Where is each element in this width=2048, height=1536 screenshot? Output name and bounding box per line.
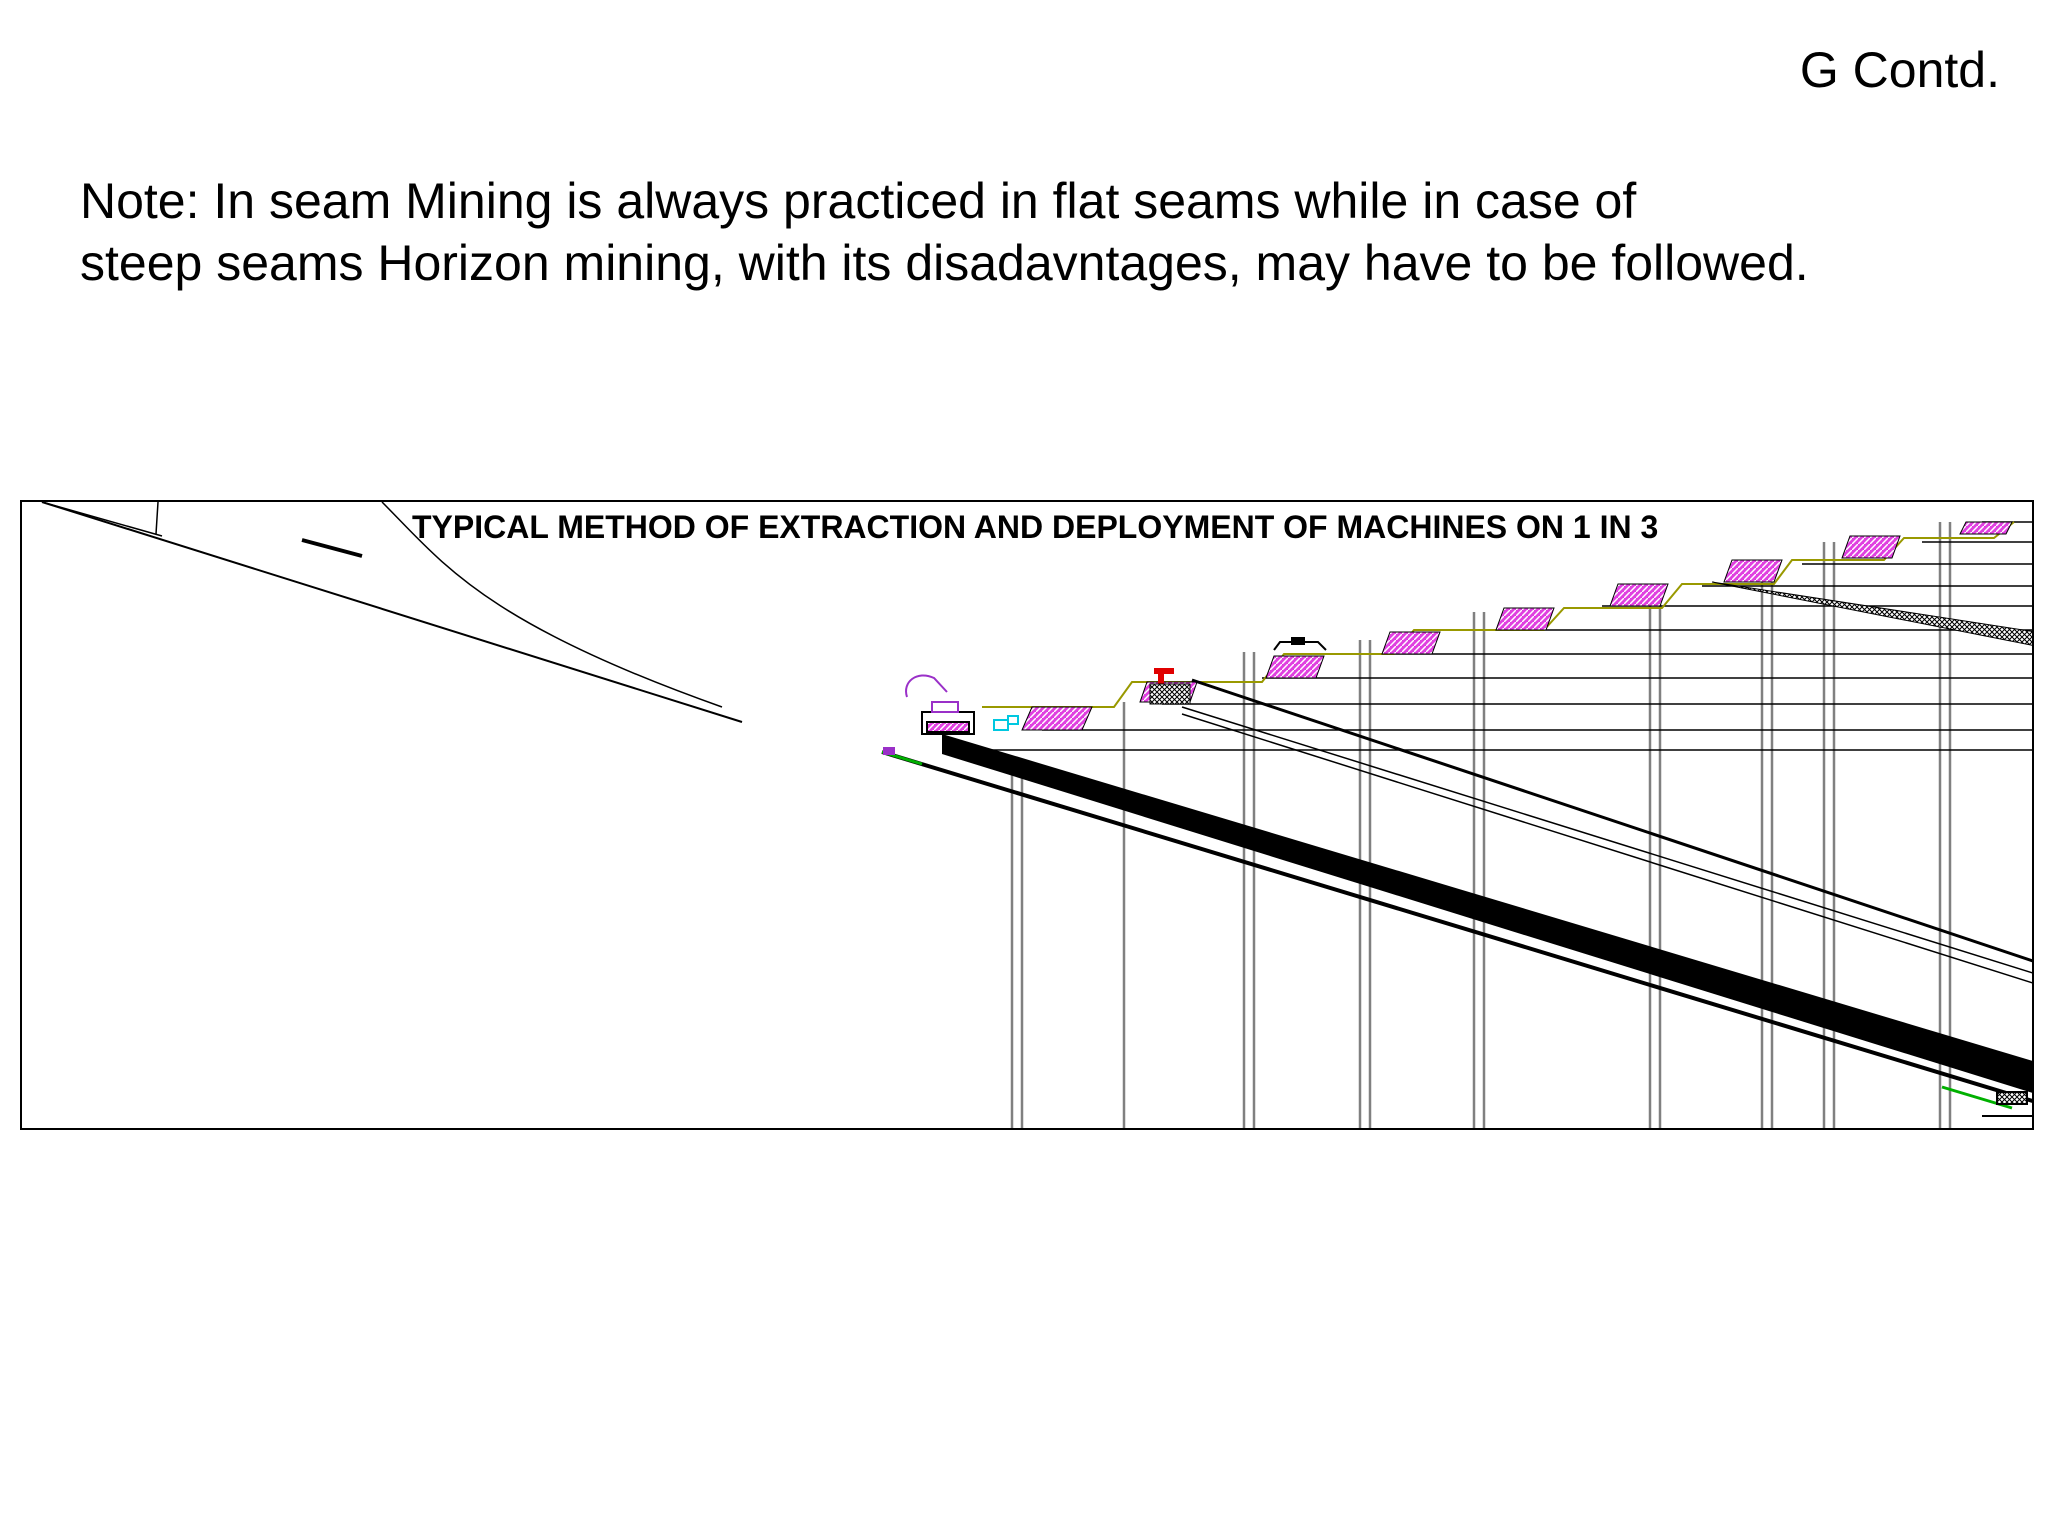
diagram-title: TYPICAL METHOD OF EXTRACTION AND DEPLOYM… — [412, 509, 1658, 545]
diagram-canvas: TYPICAL METHOD OF EXTRACTION AND DEPLOYM… — [41, 502, 2032, 1128]
face-verticals — [1010, 522, 1952, 1128]
dragline-icon — [1273, 637, 1327, 651]
note-line-1: Note: In seam Mining is always practiced… — [80, 173, 1637, 229]
parting-line-2 — [1181, 713, 2032, 984]
surface-tick — [155, 502, 159, 535]
seam-floor-line — [881, 750, 2032, 1103]
dump-heaps — [1021, 521, 2013, 731]
surface-line-short — [41, 502, 163, 537]
highwall-curve — [381, 502, 723, 708]
slide-heading: G Contd. — [1799, 42, 2000, 98]
note-line-2: steep seams Horizon mining, with its dis… — [80, 235, 1809, 291]
drill-rig-icon — [1149, 668, 1191, 705]
surface-line — [41, 502, 743, 723]
dozer-icon — [993, 715, 1019, 731]
note-text: Note: In seam Mining is always practiced… — [80, 170, 1960, 294]
parting-line-1 — [1181, 706, 2032, 974]
surface-label-mark — [301, 538, 363, 558]
spoil-band — [1711, 581, 2032, 646]
seam-roof-line — [1191, 678, 2032, 963]
mining-section-diagram: TYPICAL METHOD OF EXTRACTION AND DEPLOYM… — [20, 500, 2034, 1130]
shovel-icon — [883, 674, 975, 755]
machine-bottom-right-icon — [1982, 1091, 2032, 1117]
bench-horizontals — [962, 521, 2032, 751]
coal-seam-main — [942, 734, 2032, 1093]
